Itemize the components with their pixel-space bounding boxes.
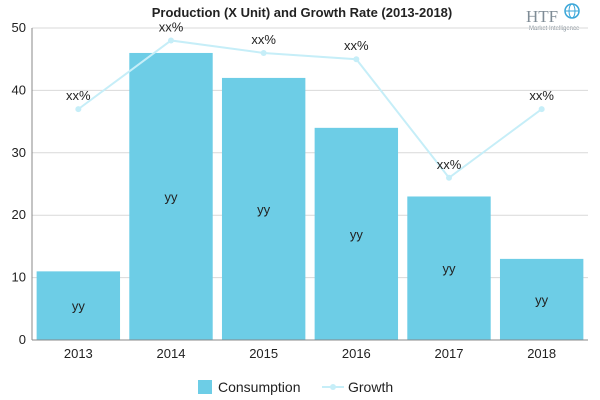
chart-title: Production (X Unit) and Growth Rate (201… [152,5,453,20]
bar[interactable] [314,127,399,340]
legend: Consumption Growth [198,379,393,395]
growth-data-label: xx% [66,88,91,103]
y-tick-label: 10 [12,270,26,285]
bar-data-label: yy [535,292,549,307]
growth-line [75,37,545,181]
bar-data-label: yy [350,227,364,242]
growth-point[interactable] [168,37,174,44]
legend-swatch-growth-marker [330,384,336,390]
bar[interactable] [499,258,584,340]
growth-point[interactable] [446,174,452,181]
x-tick-label: 2016 [342,346,371,361]
globe-icon [564,3,580,19]
growth-data-label: xx% [529,88,554,103]
legend-item-growth[interactable]: Growth [322,379,393,395]
y-tick-label: 30 [12,145,26,160]
y-tick-label: 50 [12,20,26,35]
bar-data-label: yy [257,202,271,217]
logo-subtext: Market Intelligence [529,26,580,32]
logo: HTF Market Intelligence [526,3,580,32]
bar-data-label: yy [72,299,86,314]
growth-data-label: xx% [437,157,462,172]
x-tick-label: 2017 [435,346,464,361]
logo-text: HTF [526,7,558,26]
y-tick-label: 0 [19,332,26,347]
growth-data-label: xx% [251,32,276,47]
growth-data-label: xx% [159,19,184,34]
legend-item-consumption[interactable]: Consumption [198,379,301,395]
bars [36,52,584,341]
growth-point[interactable] [75,106,82,113]
x-tick-label: 2013 [64,346,93,361]
tick-labels: 0 10 20 30 40 50 2013 2014 2015 2016 2017 2018 [12,20,557,361]
growth-point[interactable] [538,106,545,113]
legend-label-consumption: Consumption [218,379,301,395]
y-tick-label: 40 [12,82,26,97]
axes [31,28,588,341]
bar-data-label: yy [165,189,179,204]
gridlines [32,27,588,279]
data-labels: yy yy yy yy yy yy xx% xx% xx% xx% xx% xx% [66,19,554,313]
bar[interactable] [36,271,121,340]
y-tick-label: 20 [12,207,26,222]
growth-line-path [77,39,543,180]
legend-swatch-consumption [198,380,212,394]
growth-point[interactable] [353,56,360,63]
growth-point[interactable] [260,49,267,56]
x-tick-label: 2014 [157,346,186,361]
bar[interactable] [129,52,213,341]
growth-data-label: xx% [344,38,369,53]
bar[interactable] [221,77,306,341]
bar[interactable] [407,196,491,340]
x-tick-label: 2015 [249,346,278,361]
x-tick-label: 2018 [527,346,556,361]
bar-data-label: yy [443,261,457,276]
legend-label-growth: Growth [348,379,393,395]
